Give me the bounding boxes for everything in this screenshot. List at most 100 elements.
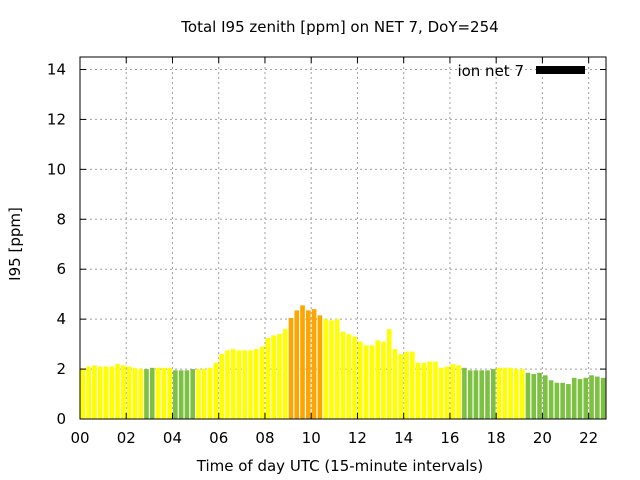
bar [329,320,334,419]
bar [577,379,583,419]
bar [271,335,276,419]
y-tick-label: 6 [56,260,66,278]
bar [97,366,103,419]
bar [462,367,467,419]
x-tick-label: 06 [209,429,228,447]
bar [398,354,404,419]
bar [554,382,560,419]
bar [225,350,230,419]
y-axis-label: I95 [ppm] [6,207,24,281]
bar [375,340,380,419]
y-tick-label: 0 [56,410,66,428]
bar [600,377,606,419]
bar [444,366,450,419]
y-tick-label: 10 [47,160,66,178]
x-axis-label: Time of day UTC (15-minute intervals) [196,457,483,475]
bar [173,370,178,419]
bar [126,366,132,419]
bar [196,369,201,419]
bar [288,317,294,419]
x-tick-label: 22 [579,429,598,447]
bars-layer [80,305,606,419]
bar [456,365,461,419]
bar [363,345,369,419]
x-tick-label: 18 [487,429,506,447]
bar [92,365,97,419]
bar [369,345,375,419]
bar [496,367,502,419]
y-tick-label: 2 [56,360,66,378]
bar [109,366,115,419]
bar [560,382,565,419]
bar [450,364,456,419]
bar [352,336,357,419]
bar [178,370,184,419]
x-tick-label: 02 [117,429,136,447]
legend: ion net 7 [457,62,585,80]
x-tick-label: 16 [440,429,459,447]
bar [311,309,317,419]
bar [404,351,409,419]
x-tick-label: 20 [533,429,552,447]
x-tick-label: 04 [163,429,182,447]
bar [566,384,571,419]
bar [184,370,190,419]
bar [358,341,363,419]
bar [259,346,265,419]
legend-swatch [536,66,585,74]
bar [381,341,386,419]
bar [334,319,340,419]
bar [190,369,196,419]
y-tick-label: 8 [56,210,66,228]
bar [300,305,305,419]
bar [485,370,490,419]
bar [236,350,242,419]
bar [277,334,282,419]
x-tick-label: 12 [348,429,367,447]
bar [242,350,248,419]
bar [230,349,236,419]
bar [213,362,219,419]
x-tick-label: 10 [302,429,321,447]
bar [543,375,548,419]
bar [132,367,138,419]
bar [138,369,143,419]
grid-layer [80,57,606,419]
bar [155,367,161,419]
bar [589,375,594,419]
chart-title: Total I95 zenith [ppm] on NET 7, DoY=254 [180,18,498,36]
bar [502,367,508,419]
bar [433,361,438,419]
bar [323,319,328,419]
bar [340,331,346,419]
bar [386,329,392,419]
bar [253,349,259,419]
bar [121,365,126,419]
bar [149,367,155,419]
bar [415,362,421,419]
bar [410,351,415,419]
x-tick-label: 08 [255,429,274,447]
bar [219,354,224,419]
bar [514,369,519,419]
bar [317,315,323,419]
bar [571,377,577,419]
bar [115,364,120,419]
bar [144,369,149,419]
bar [207,367,213,419]
x-tick-label: 14 [394,429,413,447]
bar [346,334,352,419]
bar [519,369,525,419]
bar [421,362,427,419]
bar [392,349,398,419]
bar [467,370,473,419]
bar [103,366,109,419]
bar [427,361,433,419]
bar [473,370,479,419]
y-tick-label: 14 [47,60,66,78]
bar [525,372,531,419]
bar [80,369,86,419]
legend-label: ion net 7 [457,62,524,80]
